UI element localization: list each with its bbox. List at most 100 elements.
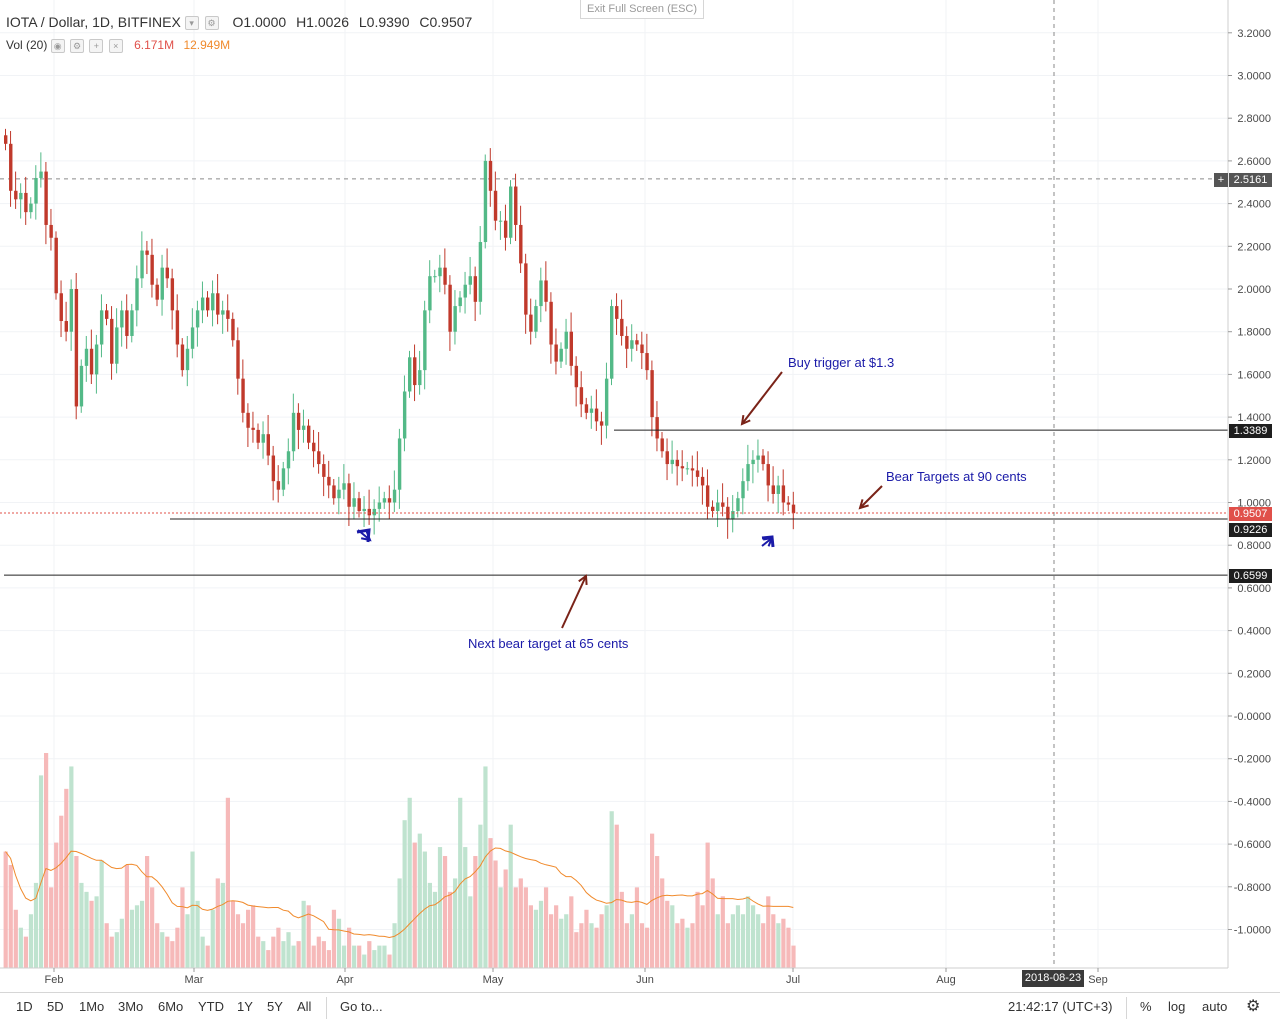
range-3mo[interactable]: 3Mo	[118, 999, 144, 1014]
log-toggle[interactable]: log	[1168, 999, 1186, 1014]
candle-body	[327, 476, 331, 486]
candle-body	[741, 481, 745, 499]
candle-body	[761, 455, 765, 465]
y-tick-label: 2.6000	[1237, 156, 1271, 168]
crosshair-date-label: 2018-08-23	[1022, 970, 1084, 987]
volume-bar	[215, 878, 220, 968]
volume-bar	[387, 954, 392, 968]
y-tick-label: 0.4000	[1237, 626, 1271, 638]
candle-body	[418, 370, 422, 386]
range-1y[interactable]: 1Y	[237, 999, 253, 1014]
goto-button[interactable]: Go to...	[340, 999, 383, 1014]
candle-body	[726, 506, 730, 520]
percent-toggle[interactable]: %	[1140, 999, 1152, 1014]
dropdown-icon[interactable]: ▾	[184, 16, 199, 31]
candle-body	[776, 485, 781, 494]
volume-bar	[225, 797, 230, 968]
volume-bar	[33, 882, 39, 968]
candle-body	[680, 466, 685, 469]
volume-bar	[745, 896, 751, 968]
volume-bar	[362, 954, 367, 968]
candle-body	[14, 190, 18, 200]
bottom-marker-june-head	[761, 535, 775, 548]
volume-bar	[357, 945, 362, 968]
candle-body	[211, 293, 215, 311]
volume-bar	[634, 887, 640, 968]
annotation-arrows	[356, 371, 883, 629]
volume-bar	[407, 797, 412, 968]
volume-bar	[644, 927, 650, 968]
volume-bar	[463, 847, 468, 968]
candle-body	[221, 310, 225, 315]
candle-body	[544, 280, 548, 302]
volume-bar	[493, 860, 498, 968]
candle-body	[438, 267, 442, 277]
candle-body	[296, 412, 301, 430]
candle-body	[54, 237, 58, 294]
volume-bar	[281, 941, 286, 968]
y-tick-label: -0.8000	[1234, 882, 1271, 894]
volume-bar	[705, 842, 710, 968]
price-chart[interactable]: 3.2000 3.0000 2.8000 2.6000 2.4000 2.2000 2.00…	[0, 0, 1280, 992]
volume-bar	[710, 878, 715, 968]
volume-value: 6.171M	[134, 38, 175, 52]
range-5d[interactable]: 5D	[47, 999, 64, 1014]
candle-body	[791, 504, 796, 514]
range-all[interactable]: All	[297, 999, 312, 1014]
volume-bar	[437, 847, 443, 968]
candle-body	[610, 306, 614, 379]
candle-body	[650, 370, 654, 418]
buy-trigger-annotation: Buy trigger at $1.3	[788, 355, 895, 370]
volume-bar	[508, 824, 513, 968]
candle-body	[312, 442, 316, 452]
candle-body	[524, 263, 528, 315]
volume-bar	[761, 923, 766, 968]
volume-bar	[377, 945, 382, 968]
range-ytd[interactable]: YTD	[198, 999, 224, 1014]
candle-body	[660, 438, 664, 452]
exit-fullscreen-button[interactable]: Exit Full Screen (ESC)	[580, 0, 705, 19]
range-1mo[interactable]: 1Mo	[79, 999, 105, 1014]
y-tick-label: 3.2000	[1237, 28, 1271, 40]
close-icon[interactable]: ×	[108, 38, 123, 53]
candle-body	[160, 267, 164, 300]
candle-body	[74, 289, 79, 407]
eye-icon[interactable]: ◉	[50, 38, 65, 53]
volume-bar	[685, 927, 690, 968]
volume-bar	[367, 941, 372, 968]
candle-body	[170, 278, 175, 311]
candle-body	[781, 485, 786, 503]
candle-body	[665, 451, 669, 465]
volume-bar	[190, 851, 195, 968]
y-tick-label: 2.2000	[1237, 241, 1271, 253]
y-tick-label: 1.6000	[1237, 369, 1271, 381]
crosshair-plus-icon[interactable]: +	[1214, 173, 1228, 187]
close-value: C0.9507	[419, 14, 473, 30]
add-icon[interactable]: +	[89, 38, 104, 53]
settings-icon[interactable]: ⚙	[70, 38, 85, 53]
candle-body	[125, 310, 129, 336]
volume-bar	[624, 923, 629, 968]
gear-icon[interactable]: ⚙	[1246, 998, 1261, 1015]
volume-bar	[44, 753, 49, 968]
candle-body	[150, 254, 154, 285]
candle-body	[307, 425, 311, 443]
candlesticks	[4, 128, 796, 539]
volume-bar	[559, 918, 564, 968]
volume-bar	[549, 914, 554, 968]
range-1d[interactable]: 1D	[16, 999, 33, 1014]
settings-icon[interactable]: ⚙	[204, 16, 219, 31]
volume-bar	[574, 932, 579, 968]
crosshair-price-label: 2.5161	[1229, 173, 1272, 187]
clock: 21:42:17 (UTC+3)	[1008, 999, 1113, 1014]
bear-targets-annotation: Bear Targets at 90 cents	[886, 469, 1027, 484]
range-5y[interactable]: 5Y	[267, 999, 283, 1014]
candle-body	[256, 429, 260, 443]
candle-body	[286, 451, 291, 469]
volume-bar	[74, 856, 79, 968]
candle-body	[529, 314, 533, 332]
candle-body	[216, 293, 220, 315]
auto-toggle[interactable]: auto	[1202, 999, 1228, 1014]
volume-bar	[296, 941, 301, 968]
range-6mo[interactable]: 6Mo	[158, 999, 184, 1014]
